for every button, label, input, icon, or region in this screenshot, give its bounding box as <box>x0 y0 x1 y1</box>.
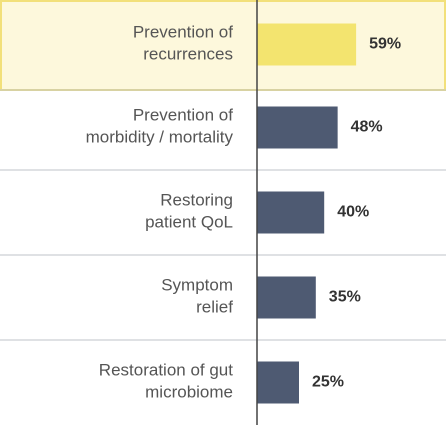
label-line: relief <box>196 298 233 317</box>
label-line: Restoration of gut <box>99 361 233 380</box>
label-line: microbiome <box>145 383 233 402</box>
label-line: Prevention of <box>133 23 233 42</box>
highlight-row <box>0 0 446 91</box>
label-line: morbidity / mortality <box>86 128 234 147</box>
label-line: Restoring <box>160 191 233 210</box>
category-label: Symptom relief <box>161 276 233 317</box>
category-label: Prevention of morbidity / mortality <box>86 106 234 147</box>
value-label: 59% <box>369 36 401 53</box>
value-label: 40% <box>337 204 369 221</box>
value-label: 25% <box>312 374 344 391</box>
value-label: 48% <box>351 119 383 136</box>
label-line: recurrences <box>143 45 233 64</box>
category-label: Restoration of gut microbiome <box>99 361 233 402</box>
bar <box>257 276 316 319</box>
label-line: Prevention of <box>133 106 233 125</box>
value-label: 35% <box>329 289 361 306</box>
label-line: Symptom <box>161 276 233 295</box>
bar <box>257 23 357 66</box>
category-label: Restoring patient QoL <box>145 191 233 232</box>
category-label: Prevention of recurrences <box>133 23 233 64</box>
bar <box>257 106 338 149</box>
label-line: patient QoL <box>145 213 233 232</box>
bar <box>257 361 299 404</box>
bar <box>257 191 325 234</box>
